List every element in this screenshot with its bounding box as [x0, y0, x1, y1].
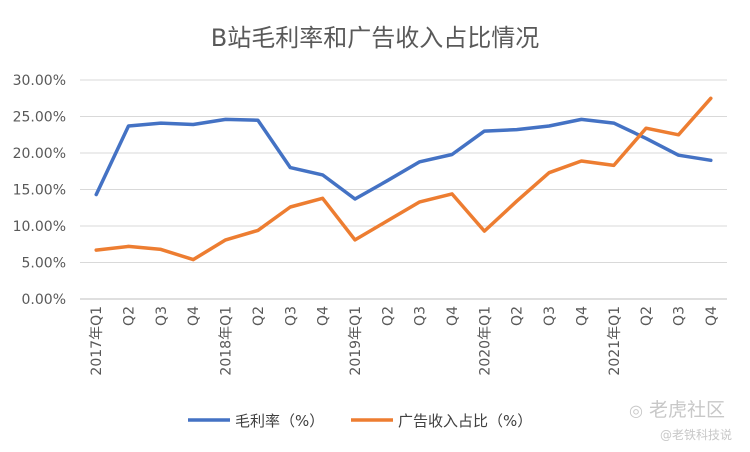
x-tick-label: Q4: [186, 306, 202, 326]
x-tick-label: 2017年Q1: [89, 306, 105, 376]
x-tick-label: Q2: [510, 306, 526, 326]
x-tick-label: Q4: [316, 306, 332, 326]
series-line-2: [94, 96, 713, 262]
y-tick-label: 25.00%: [13, 110, 66, 126]
x-tick-label: Q4: [445, 306, 461, 326]
x-tick-label: Q2: [380, 306, 396, 326]
y-tick-label: 5.00%: [22, 256, 66, 272]
x-tick-label: Q3: [671, 306, 687, 326]
x-tick-label: 2021年Q1: [607, 306, 623, 376]
x-tick-label: Q4: [574, 306, 590, 326]
x-tick-label: 2018年Q1: [219, 306, 235, 376]
y-tick-label: 15.00%: [13, 183, 66, 199]
tiger-logo-icon: ◎: [629, 401, 643, 420]
legend: 毛利率（%） 广告收入占比（%）: [188, 412, 532, 430]
y-tick-label: 0.00%: [22, 292, 66, 308]
x-tick-label: Q2: [122, 306, 138, 326]
x-tick-label: 2020年Q1: [477, 306, 493, 376]
series-lines: [94, 96, 713, 262]
chart-title: B站毛利率和广告收入占比情况: [211, 24, 539, 52]
x-axis-labels: 2017年Q1 Q2 Q3 Q4 2018年Q1 Q2 Q3 Q4 2019年Q1 Q2 Q3 Q4 2…: [89, 306, 720, 376]
x-tick-label: Q3: [542, 306, 558, 326]
x-tick-label: Q3: [413, 306, 429, 326]
y-tick-label: 20.00%: [13, 146, 66, 162]
legend-label-1: 毛利率（%）: [235, 412, 324, 430]
x-tick-label: Q3: [283, 306, 299, 326]
gridlines: [80, 79, 727, 300]
x-tick-label: 2019年Q1: [348, 306, 364, 376]
x-tick-label: Q4: [704, 306, 720, 326]
watermark-brand: ◎ 老虎社区: [629, 399, 726, 421]
watermark-handle: @老铁科技说: [660, 428, 733, 442]
series-line-1: [94, 117, 713, 201]
y-tick-label: 30.00%: [13, 73, 66, 89]
legend-label-2: 广告收入占比（%）: [398, 412, 532, 430]
y-axis-labels: 0.00% 5.00% 10.00% 15.00% 20.00% 25.00% 30.00%: [13, 73, 66, 308]
y-tick-label: 10.00%: [13, 219, 66, 235]
x-tick-label: Q3: [154, 306, 170, 326]
x-tick-label: Q2: [639, 306, 655, 326]
x-tick-label: Q2: [251, 306, 267, 326]
